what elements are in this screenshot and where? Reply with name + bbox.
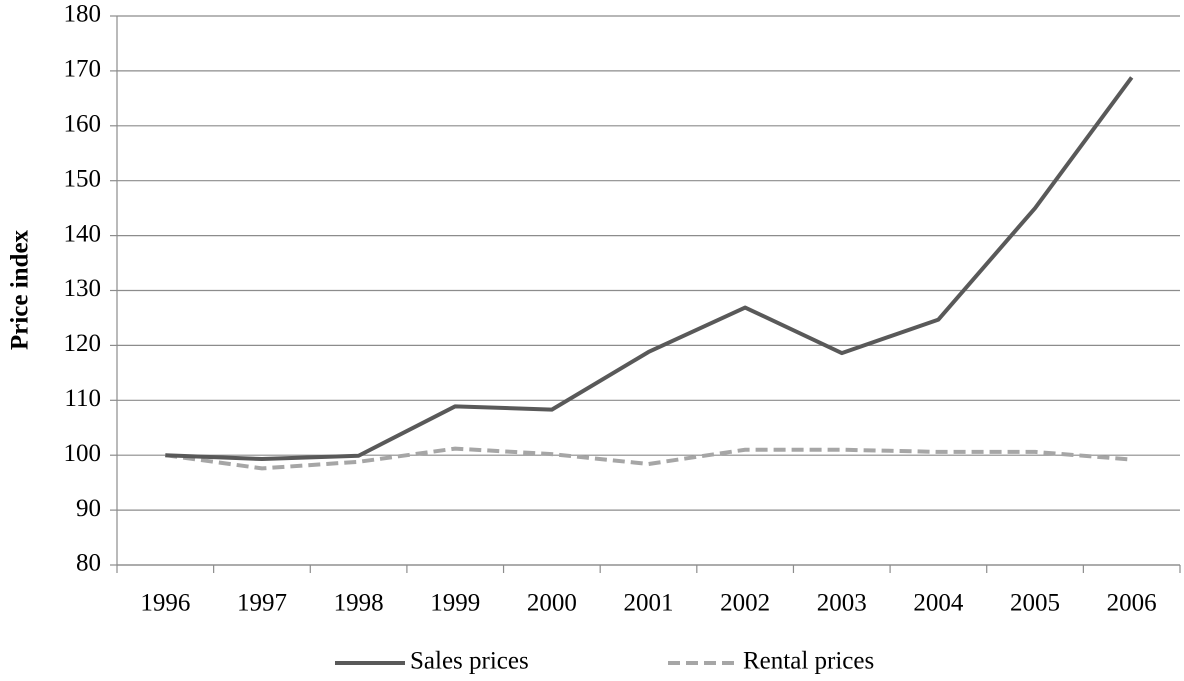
- x-tick-label: 1999: [430, 590, 480, 617]
- y-tick-label: 80: [76, 550, 101, 577]
- x-tick-label: 2003: [817, 590, 867, 617]
- y-tick-label: 150: [64, 165, 102, 192]
- series-line: [165, 446, 1132, 471]
- y-tick-label: 170: [64, 56, 102, 83]
- x-tick-label: 2004: [913, 590, 964, 617]
- x-tick-label: 2005: [1010, 590, 1060, 617]
- y-tick-label: 140: [64, 220, 102, 247]
- y-axis-label: Price index: [7, 229, 34, 350]
- series-line: [165, 76, 1134, 462]
- y-tick-label: 160: [64, 111, 102, 138]
- x-tick-label: 2006: [1107, 590, 1157, 617]
- y-tick-label: 90: [76, 495, 101, 522]
- x-tick-label: 1996: [140, 590, 190, 617]
- y-tick-label: 110: [64, 385, 101, 412]
- x-tick-label: 1997: [237, 590, 287, 617]
- legend-label: Sales prices: [410, 648, 529, 675]
- y-tick-label: 180: [64, 1, 102, 28]
- x-tick-label: 2001: [624, 590, 674, 617]
- x-tick-label: 1998: [334, 590, 384, 617]
- y-tick-label: 120: [64, 330, 102, 357]
- legend-label: Rental prices: [743, 648, 874, 675]
- y-tick-label: 100: [64, 440, 102, 467]
- y-tick-label: 130: [64, 275, 102, 302]
- x-tick-label: 2002: [720, 590, 770, 617]
- x-tick-label: 2000: [527, 590, 577, 617]
